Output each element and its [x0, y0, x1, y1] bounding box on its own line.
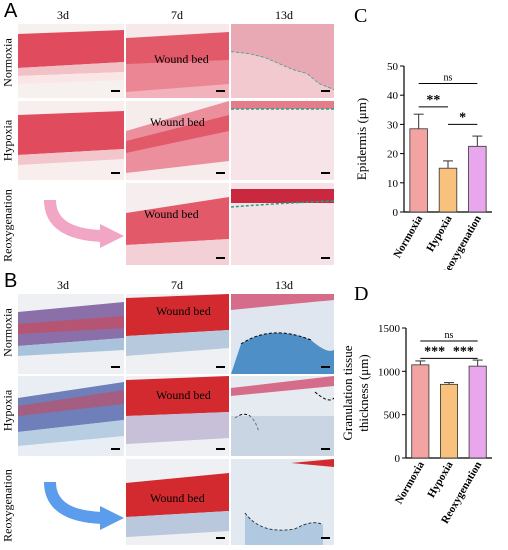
- panel-a-col-7d: 7d: [171, 8, 183, 22]
- wound-bed-label: Wound bed: [156, 304, 211, 318]
- y-tick-label: 0: [395, 453, 401, 465]
- wound-bed-label: Wound bed: [154, 52, 209, 66]
- y-tick-label: 30: [387, 119, 399, 131]
- masson-normoxia-13d-image: [231, 294, 334, 374]
- panel-b-row-normoxia: Normoxia: [0, 308, 15, 357]
- panel-a-letter: A: [4, 0, 18, 22]
- he-normoxia-13d-image: [231, 24, 334, 98]
- scale-bar: [216, 90, 225, 92]
- scale-bar: [321, 257, 330, 259]
- scale-bar: [216, 172, 225, 174]
- scale-bar: [321, 366, 330, 368]
- panel-b-row-reoxygenation: Reoxygenation: [0, 469, 15, 542]
- significance-label: **: [426, 93, 440, 108]
- panel-a-col-3d: 3d: [57, 8, 69, 22]
- reoxygenation-arrow-b: [40, 474, 126, 534]
- scale-bar: [216, 537, 225, 539]
- chart-d-granulation: D 0 500 1000 1500 Granulation tissue thickness…: [340, 283, 492, 526]
- bar-normoxia: [409, 128, 428, 213]
- x-tick-label: Hypoxia: [424, 213, 455, 254]
- scale-bar: [321, 448, 330, 450]
- y-tick-label: 1500: [378, 323, 401, 335]
- panel-b-col-13d: 13d: [275, 278, 293, 292]
- he-reoxygenation-7d-image: Wound bed: [126, 183, 229, 265]
- he-normoxia-7d-image: Wound bed: [126, 24, 229, 98]
- y-tick-label: 10: [387, 178, 399, 190]
- panel-b-letter: B: [4, 270, 18, 292]
- bar-reoxygenation: [468, 145, 487, 213]
- y-tick-label: 20: [387, 149, 399, 161]
- y-tick-label: 50: [387, 61, 399, 73]
- bar-normoxia: [411, 364, 430, 459]
- scale-bar: [216, 366, 225, 368]
- wound-bed-label: Wound bed: [156, 388, 211, 402]
- y-tick-label: 500: [384, 410, 401, 422]
- bar-hypoxia: [440, 383, 459, 459]
- scale-bar: [111, 90, 120, 92]
- significance-label: ns: [445, 330, 454, 341]
- y-axis-label: Epidermis (μm): [354, 98, 369, 180]
- masson-reoxygenation-13d-image: [231, 459, 334, 545]
- significance-label: ***: [453, 344, 474, 359]
- panel-a-col-13d: 13d: [275, 8, 293, 22]
- masson-normoxia-7d-image: Wound bed: [126, 294, 229, 374]
- wound-bed-label: Wound bed: [144, 207, 199, 221]
- x-tick-label: Hypoxia: [425, 459, 456, 500]
- masson-hypoxia-7d-image: Wound bed: [126, 376, 229, 456]
- y-tick-label: 1000: [378, 366, 401, 378]
- he-reoxygenation-13d-image: [231, 183, 334, 265]
- masson-hypoxia-13d-image: [231, 376, 334, 456]
- y-tick-label: 40: [387, 90, 399, 102]
- wound-bed-label: Wound bed: [150, 115, 205, 129]
- wound-bed-label: Wound bed: [150, 491, 205, 505]
- scale-bar: [111, 448, 120, 450]
- he-hypoxia-13d-image: [231, 101, 334, 180]
- panel-b-col-7d: 7d: [171, 278, 183, 292]
- scale-bar: [111, 366, 120, 368]
- x-tick-label: Normoxia: [391, 213, 425, 260]
- scale-bar: [216, 448, 225, 450]
- scale-bar: [216, 257, 225, 259]
- panel-a-row-reoxygenation: Reoxygenation: [0, 189, 15, 262]
- scale-bar: [321, 172, 330, 174]
- y-tick-label: 0: [393, 207, 399, 219]
- bar-hypoxia: [438, 167, 458, 213]
- masson-hypoxia-3d-image: [18, 376, 124, 456]
- masson-normoxia-3d-image: [18, 294, 124, 374]
- scale-bar: [321, 537, 330, 539]
- panel-letter: C: [354, 5, 367, 27]
- he-normoxia-3d-image: [18, 24, 124, 98]
- scale-bar: [321, 90, 330, 92]
- y-axis-label: Granulation tissue: [340, 345, 355, 440]
- he-hypoxia-3d-image: [18, 101, 124, 180]
- panel-b-row-hypoxia: Hypoxia: [0, 389, 15, 432]
- panel-b-col-3d: 3d: [57, 278, 69, 292]
- x-tick-label: Normoxia: [393, 459, 427, 506]
- he-hypoxia-7d-image: Wound bed: [126, 101, 229, 180]
- significance-label: ns: [444, 73, 453, 84]
- panel-a-row-normoxia: Normoxia: [0, 38, 15, 87]
- chart-c-epidermis: C 0 10 20 30 40 50 Epidermis (μm) Normoxia Hypoxi…: [354, 5, 492, 270]
- bar-reoxygenation: [468, 365, 487, 459]
- reoxygenation-arrow-a: [40, 192, 126, 252]
- significance-label: *: [459, 110, 466, 125]
- panel-a-row-hypoxia: Hypoxia: [0, 119, 15, 162]
- panel-letter: D: [354, 283, 368, 305]
- significance-label: ***: [424, 344, 445, 359]
- y-axis-label: thickness (μm): [356, 354, 371, 431]
- scale-bar: [111, 172, 120, 174]
- masson-reoxygenation-7d-image: Wound bed: [126, 459, 229, 545]
